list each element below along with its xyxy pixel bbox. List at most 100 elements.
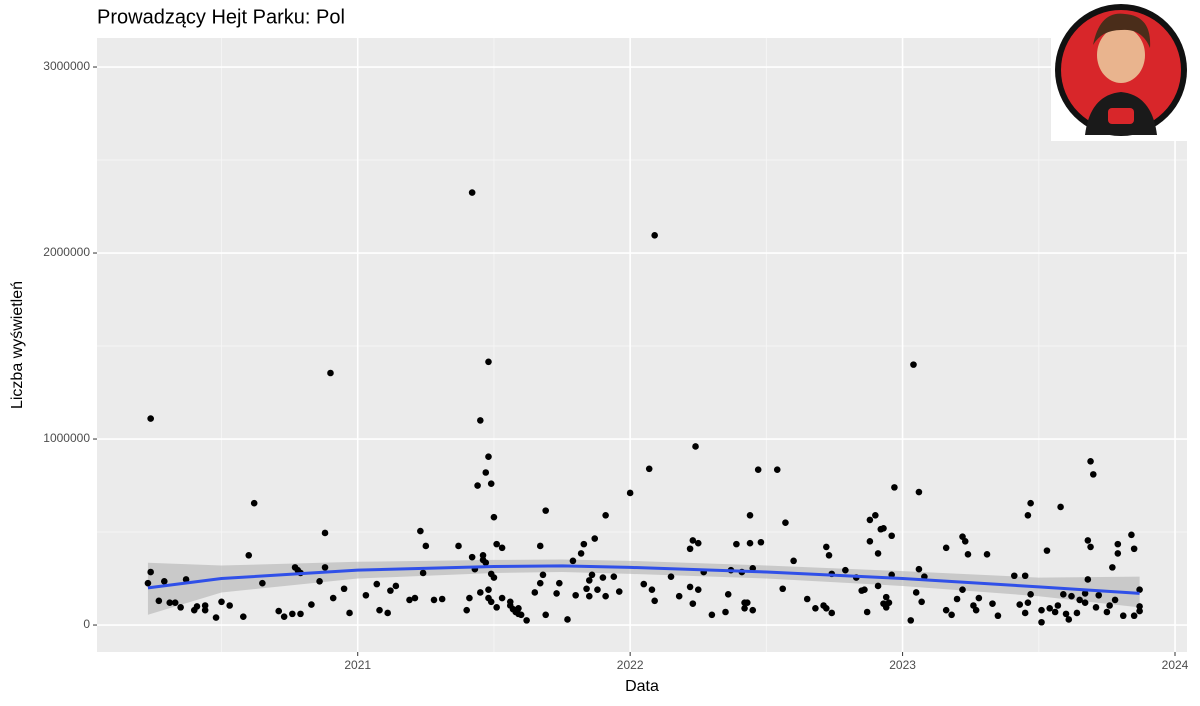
point	[376, 606, 383, 614]
x-tick-label: 2021	[344, 658, 371, 672]
point	[419, 569, 427, 577]
point	[733, 540, 740, 548]
point	[468, 189, 476, 196]
point	[599, 574, 607, 581]
point	[387, 587, 394, 594]
point	[171, 599, 179, 607]
point	[193, 603, 201, 610]
point	[477, 589, 484, 596]
point	[536, 579, 544, 587]
point	[907, 617, 915, 624]
point	[422, 542, 430, 550]
y-tick-label: 2000000	[43, 245, 90, 259]
point	[1027, 591, 1034, 598]
point	[594, 586, 601, 593]
point	[542, 507, 549, 514]
point	[321, 529, 329, 537]
point	[1024, 511, 1032, 519]
point	[773, 466, 781, 474]
point	[477, 417, 484, 424]
point	[280, 613, 288, 620]
point	[572, 591, 579, 599]
point	[182, 576, 190, 583]
point	[882, 593, 890, 601]
point	[583, 585, 590, 593]
point	[743, 599, 751, 607]
point	[915, 488, 923, 496]
point	[610, 573, 618, 580]
point	[485, 453, 492, 460]
point	[825, 551, 833, 559]
point	[757, 538, 765, 546]
x-tick-label: 2024	[1162, 658, 1189, 672]
point	[754, 466, 762, 474]
points	[144, 189, 1143, 626]
chart-title: Prowadzący Hejt Parku: Pol	[97, 6, 345, 28]
point	[297, 610, 304, 618]
point	[779, 585, 787, 593]
point	[645, 465, 653, 473]
point	[961, 538, 969, 545]
point	[373, 580, 381, 588]
point	[523, 617, 530, 624]
point	[1084, 537, 1092, 544]
point	[1092, 604, 1100, 611]
point	[1130, 545, 1138, 553]
point	[490, 513, 498, 521]
point	[564, 616, 571, 623]
point	[741, 604, 748, 612]
point	[861, 586, 868, 593]
point	[406, 596, 413, 604]
point	[1130, 612, 1138, 620]
point	[790, 557, 797, 565]
point	[942, 606, 950, 614]
point	[539, 571, 547, 579]
x-tick-label: 2023	[889, 658, 916, 672]
point	[948, 611, 955, 619]
point	[201, 606, 209, 614]
point	[1136, 586, 1143, 593]
point	[972, 606, 980, 614]
point	[201, 602, 209, 609]
point	[1087, 458, 1094, 465]
point	[989, 600, 996, 607]
point	[746, 511, 754, 519]
point	[1021, 609, 1029, 617]
point	[667, 573, 675, 580]
point	[346, 609, 353, 617]
point	[438, 595, 446, 603]
y-tick-label: 3000000	[43, 59, 90, 73]
point	[782, 519, 789, 527]
point	[872, 511, 879, 519]
point	[910, 361, 917, 368]
point	[602, 592, 609, 600]
point	[498, 594, 506, 602]
point	[245, 551, 253, 559]
point	[689, 600, 697, 607]
y-tick-label: 0	[83, 617, 90, 631]
point	[155, 597, 163, 605]
point	[959, 586, 966, 593]
x-axis-label: Data	[625, 678, 659, 695]
point	[689, 537, 697, 544]
point	[918, 598, 925, 606]
point	[212, 614, 220, 621]
point	[874, 582, 882, 590]
point	[463, 606, 470, 614]
point	[1016, 601, 1024, 608]
point	[487, 480, 495, 487]
point	[874, 550, 882, 557]
point	[1054, 602, 1062, 609]
point	[259, 579, 266, 587]
point	[1024, 599, 1032, 607]
point	[485, 358, 492, 366]
point	[1081, 599, 1089, 607]
point	[482, 469, 490, 476]
point	[1043, 547, 1051, 554]
point	[812, 604, 819, 612]
point	[1010, 572, 1018, 580]
point	[651, 597, 658, 605]
point	[823, 543, 830, 551]
point	[953, 595, 961, 603]
point	[602, 511, 609, 519]
